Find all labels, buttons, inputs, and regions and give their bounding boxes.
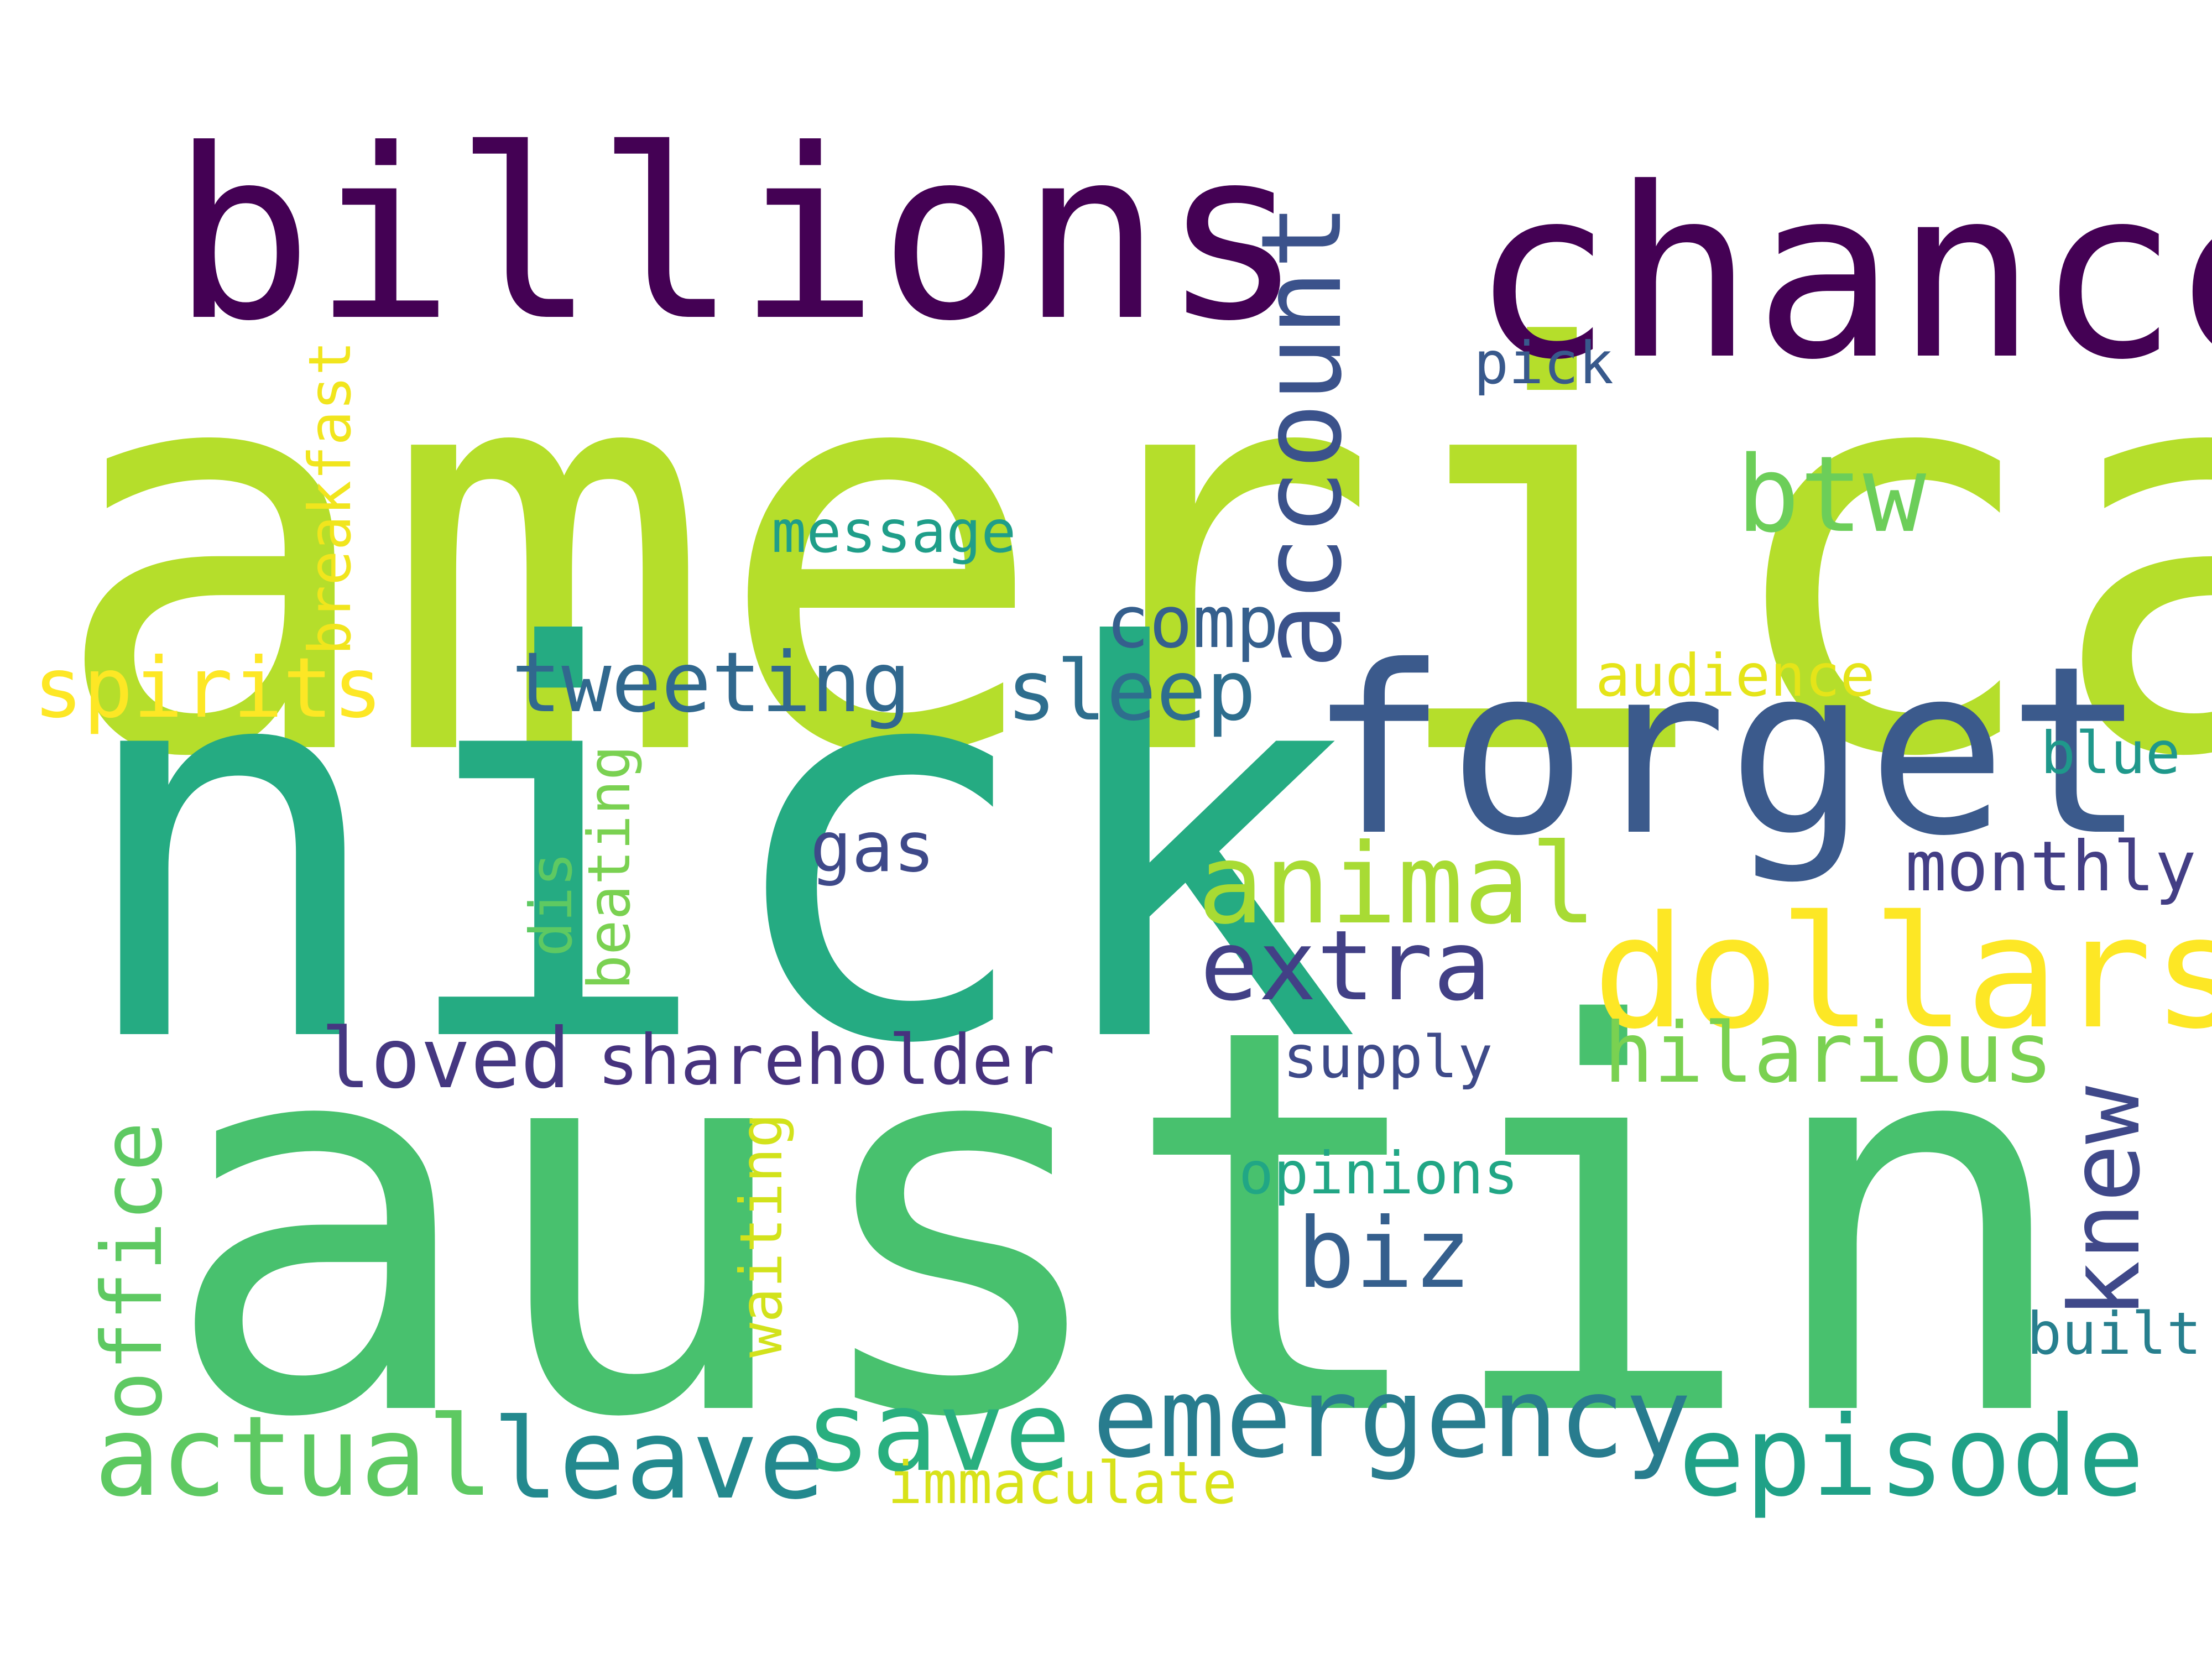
word-built: built (2027, 1300, 2202, 1368)
word-actual: actual (94, 1392, 494, 1521)
word-leave: leave (492, 1395, 826, 1524)
word-knew: knew (2049, 1086, 2162, 1319)
word-chance: chance (1471, 138, 2212, 411)
word-austin: austin (160, 916, 2078, 1533)
word-immaculate: immaculate (888, 1449, 1238, 1517)
word-hilarious: hilarious (1604, 1005, 2053, 1102)
word-gas: gas (810, 807, 935, 888)
word-dis: dis (518, 852, 585, 957)
word-biz: biz (1297, 1198, 1472, 1310)
word-spirits: spirits (33, 640, 383, 737)
word-dollars: dollars (1593, 883, 2212, 1063)
word-opinions: opinions (1239, 1140, 1519, 1207)
word-comp: comp (1106, 580, 1280, 664)
word-sleep: sleep (1006, 643, 1256, 739)
word-emergency: emergency (1092, 1354, 1692, 1483)
word-pick: pick (1474, 330, 1614, 397)
word-beating: beating (576, 745, 643, 990)
word-nick: nick (69, 536, 1361, 1161)
word-tweeting: tweeting (512, 635, 911, 731)
word-episode: episode (1678, 1392, 2145, 1521)
word-audience: audience (1595, 642, 1875, 709)
word-supply: supply (1283, 1024, 1493, 1091)
word-monthly: monthly (1905, 827, 2197, 907)
word-save: save (805, 1368, 1071, 1496)
word-blue: blue (2041, 719, 2180, 787)
word-billions: billions (171, 100, 1303, 373)
word-shareholder: shareholder (597, 1020, 1055, 1100)
word-office: office (85, 1121, 181, 1421)
word-animal: animal (1197, 820, 1597, 949)
word-loved: loved (321, 1011, 571, 1107)
word-message: message (771, 498, 1016, 566)
word-extra: extra (1200, 910, 1491, 1022)
word-btw: btw (1736, 434, 1927, 556)
word-forget: forget (1308, 617, 2147, 887)
word-america: america (49, 234, 2212, 878)
word-breakfast: breakfast (296, 341, 364, 655)
word-waiting: waiting (728, 1113, 795, 1358)
